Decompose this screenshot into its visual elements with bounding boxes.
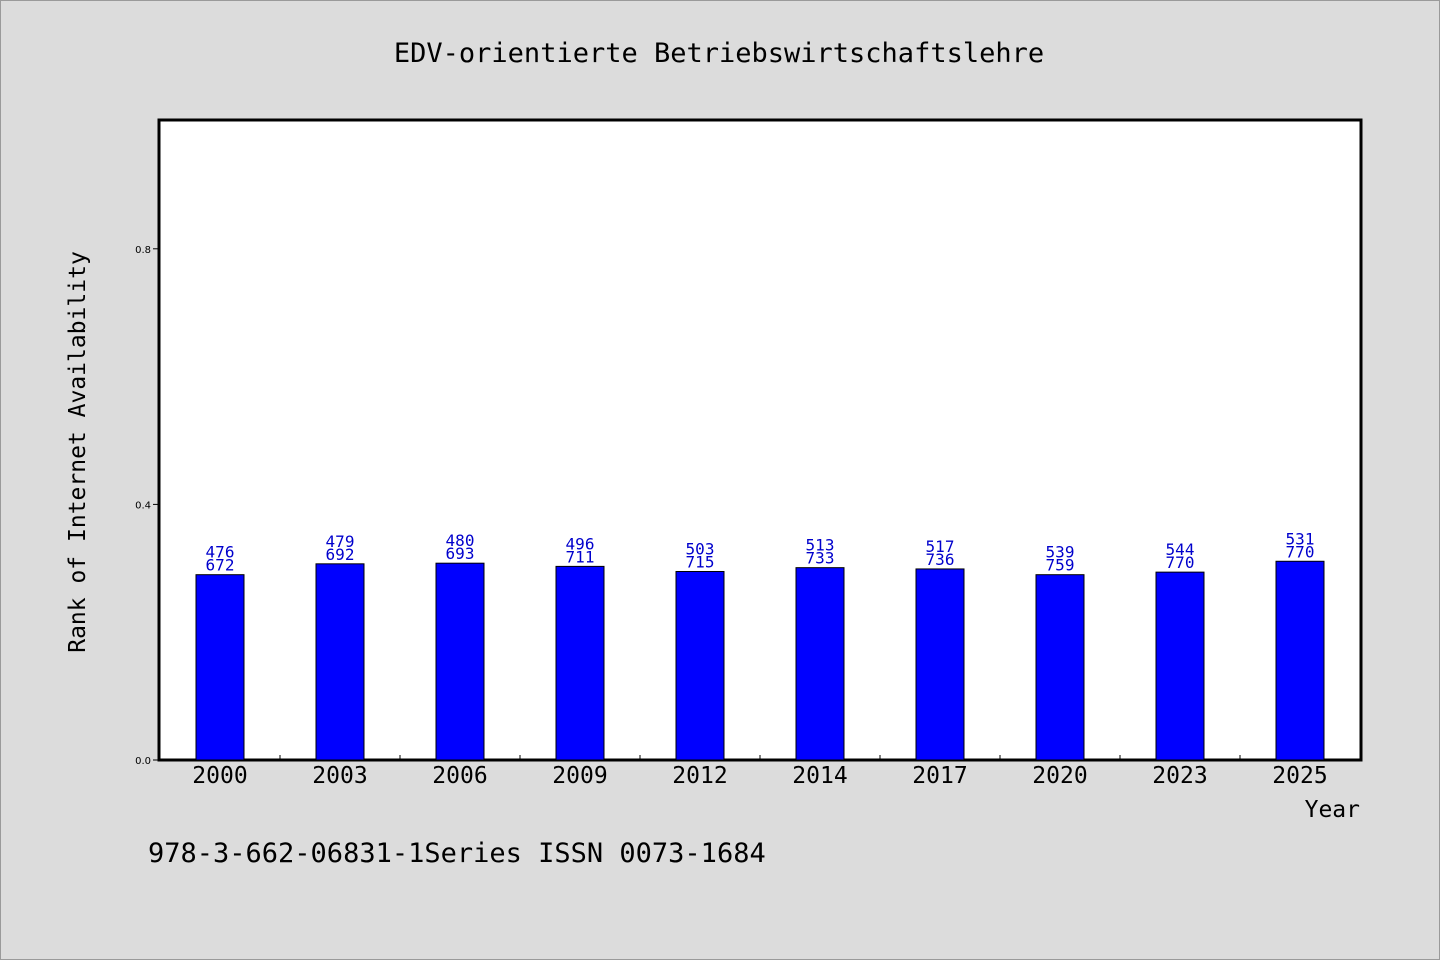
bar-2017: [915, 568, 965, 761]
y-tick-label: 0.8: [135, 245, 151, 256]
bar-label-bottom-2025: 770: [1286, 542, 1315, 561]
x-tick-label-2012: 2012: [672, 763, 727, 789]
x-tick-label-2023: 2023: [1152, 763, 1207, 789]
bar-label-top-2025: 531: [1286, 529, 1315, 548]
bar-label-top-2003: 479: [326, 532, 355, 551]
x-tick-label-2003: 2003: [312, 763, 367, 789]
bar-label-bottom-2023: 770: [1166, 553, 1195, 572]
chart-title: EDV-orientierte Betriebswirtschaftslehre: [394, 38, 1044, 69]
bar-2025: [1275, 560, 1325, 761]
bar-2020: [1035, 574, 1085, 761]
bar-label-top-2017: 517: [926, 537, 955, 556]
bar-2023: [1155, 571, 1205, 761]
bar-2000: [195, 574, 245, 761]
x-tick-label-2017: 2017: [912, 763, 967, 789]
bar-label-bottom-2009: 711: [566, 547, 595, 566]
bar-label-top-2020: 539: [1046, 543, 1075, 562]
bar-2009: [555, 565, 605, 761]
bar-label-bottom-2006: 693: [446, 544, 475, 563]
bar-label-bottom-2003: 692: [326, 545, 355, 564]
x-axis: 2000 2003 2006 2009 2012 2014 2017 2020 2023 2025: [192, 755, 1328, 789]
bar-2003: [315, 563, 365, 761]
x-tick-label-2000: 2000: [192, 763, 247, 789]
bar-label-bottom-2020: 759: [1046, 556, 1075, 575]
bar-label-bottom-2014: 733: [806, 549, 835, 568]
bar-label-bottom-2017: 736: [926, 550, 955, 569]
x-tick-label-2014: 2014: [792, 763, 847, 789]
bar-label-top-2006: 480: [446, 531, 475, 550]
bar-2014: [795, 567, 845, 761]
bar-label-top-2023: 544: [1166, 540, 1195, 559]
bar-label-top-2014: 513: [806, 536, 835, 555]
bars-group: [195, 560, 1325, 761]
x-tick-label-2006: 2006: [432, 763, 487, 789]
bar-label-top-2012: 503: [686, 539, 715, 558]
bar-label-bottom-2012: 715: [686, 552, 715, 571]
y-axis-label: Rank of Internet Availability: [65, 251, 91, 653]
x-tick-label-2025: 2025: [1272, 763, 1327, 789]
y-tick-label: 0.0: [135, 756, 151, 767]
x-tick-label-2020: 2020: [1032, 763, 1087, 789]
bar-label-top-2009: 496: [566, 534, 595, 553]
bar-2012: [675, 570, 725, 761]
y-axis: 0.0 0.4 0.8: [135, 245, 160, 767]
bar-label-top-2000: 476: [206, 543, 235, 562]
bar-label-bottom-2000: 672: [206, 556, 235, 575]
bar-2006: [435, 562, 485, 761]
y-tick-label: 0.4: [135, 500, 151, 511]
x-axis-label: Year: [1305, 797, 1360, 823]
x-tick-label-2009: 2009: [552, 763, 607, 789]
footer-text: 978-3-662-06831-1Series ISSN 0073-1684: [148, 838, 766, 869]
